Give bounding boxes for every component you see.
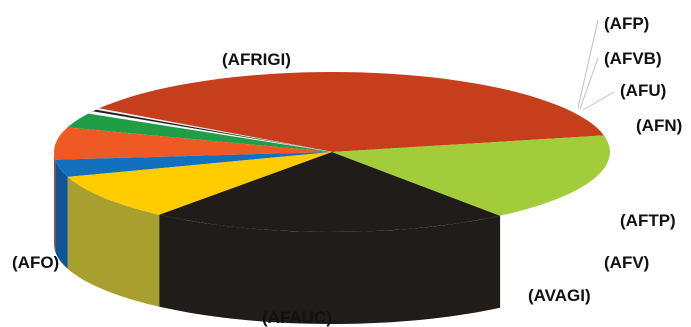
slice-label-afp: (AFP) <box>604 14 649 33</box>
leader-lines <box>577 19 615 111</box>
leader-line <box>577 19 599 109</box>
slice-side-aftp <box>54 152 56 252</box>
slice-label-afn: (AFN) <box>636 116 682 135</box>
slice-label-afu: (AFU) <box>620 81 666 100</box>
slice-label-afo: (AFO) <box>12 253 59 272</box>
slice-aftp <box>54 127 332 160</box>
slice-side-avagi <box>67 176 160 307</box>
slice-side-afauc <box>159 214 501 324</box>
slice-label-afrigi: (AFRIGI) <box>222 50 291 69</box>
slice-afn <box>67 113 333 152</box>
slice-label-afv: (AFV) <box>604 253 649 272</box>
slice-afo <box>332 135 610 216</box>
slice-afauc <box>159 152 501 232</box>
pie-side-layer <box>54 152 501 324</box>
slice-label-aftp: (AFTP) <box>620 211 676 230</box>
leader-line <box>579 57 599 110</box>
slice-label-afvb: (AFVB) <box>604 49 662 68</box>
slice-avagi <box>67 152 333 215</box>
leader-line <box>582 91 615 111</box>
slice-label-afauc: (AFAUC) <box>262 308 332 327</box>
pie-top-layer <box>54 72 610 232</box>
slice-afv <box>55 152 333 177</box>
slice-side-afv <box>55 159 68 269</box>
slice-afvb <box>92 109 333 152</box>
slice-label-avagi: (AVAGI) <box>528 286 591 305</box>
